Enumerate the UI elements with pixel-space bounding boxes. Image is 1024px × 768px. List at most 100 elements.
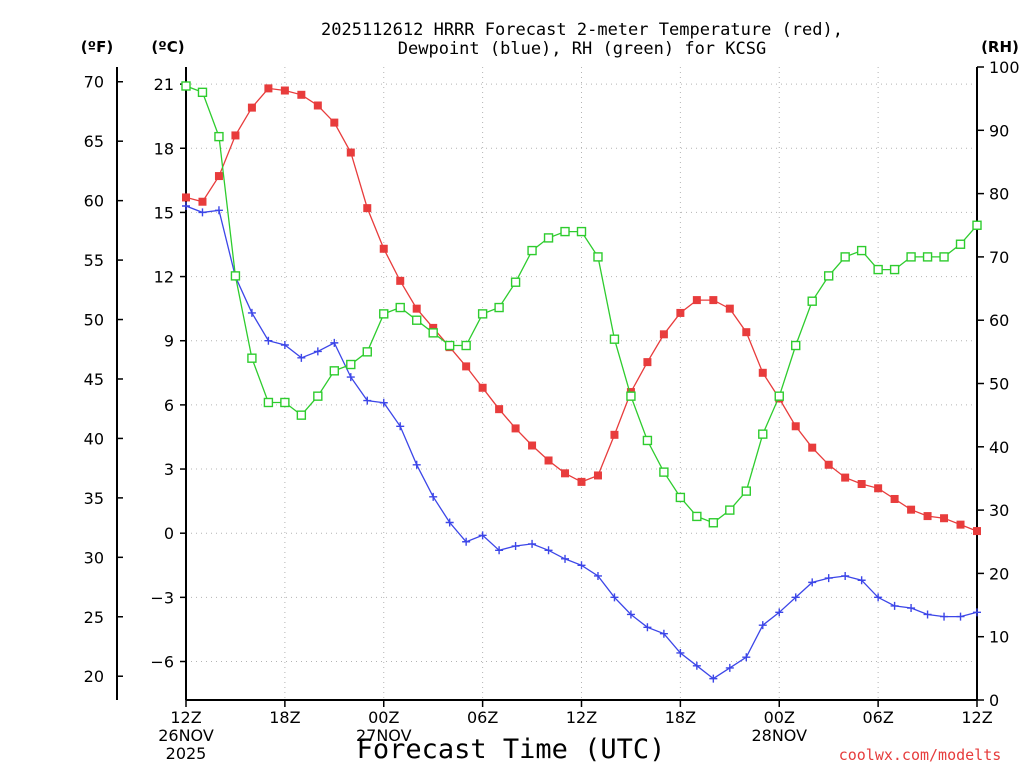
dewpoint-point	[544, 546, 553, 555]
fahrenheit-tick-label: 25	[84, 608, 104, 627]
temperature-point	[659, 330, 668, 339]
x-tick-label: 00Z	[764, 708, 795, 727]
temperature-point	[379, 244, 388, 253]
rh-point	[906, 252, 916, 262]
temperature-point	[643, 358, 652, 367]
celsius-tick-label: 6	[164, 396, 174, 415]
temperature-point	[511, 424, 520, 433]
celsius-tick-label: 0	[164, 524, 174, 543]
temperature-point	[214, 172, 223, 181]
rh-point	[527, 245, 537, 256]
rh-point	[395, 302, 405, 313]
rh-point	[560, 226, 570, 237]
dewpoint-point	[561, 554, 570, 563]
temperature-point	[264, 84, 273, 93]
celsius-tick-label: −3	[150, 588, 174, 607]
rh-point	[543, 233, 554, 243]
celsius-tick-label: 15	[154, 203, 174, 222]
temperature-point	[363, 204, 372, 213]
temperature-point	[198, 197, 207, 206]
temperature-point	[874, 484, 883, 493]
temperature-point	[412, 304, 421, 313]
rh-point	[296, 410, 307, 420]
temperature-point	[182, 193, 190, 202]
dewpoint-point	[247, 308, 256, 317]
dewpoint-point	[973, 608, 981, 617]
rh-point	[692, 511, 702, 522]
fahrenheit-tick-label: 20	[84, 667, 104, 686]
x-tick-label: 18Z	[665, 708, 696, 727]
x-tick-date-label: 27NOV	[356, 726, 412, 745]
dewpoint-point	[610, 593, 619, 602]
dewpoint-point	[841, 571, 850, 580]
x-tick-year-label: 2025	[166, 744, 207, 763]
temperature-point	[923, 512, 932, 521]
chart-title-line2: Dewpoint (blue), RH (green) for KCSG	[398, 39, 766, 59]
dewpoint-point	[643, 623, 652, 632]
dewpoint-point	[709, 674, 718, 683]
dewpoint-point	[379, 398, 388, 407]
celsius-unit-label: (ºC)	[151, 38, 184, 56]
rh-series	[181, 81, 982, 528]
dewpoint-point	[429, 492, 438, 501]
temperature-point	[593, 471, 602, 480]
dewpoint-point	[182, 202, 190, 211]
x-axis-title: Forecast Time (UTC)	[357, 734, 666, 765]
dewpoint-point	[956, 612, 965, 621]
rh-point	[922, 252, 933, 262]
temperature-point	[495, 405, 504, 414]
celsius-tick-label: 9	[164, 332, 174, 351]
temperature-point	[396, 276, 405, 285]
rh-point	[263, 397, 274, 408]
fahrenheit-tick-label: 50	[84, 311, 104, 330]
rh-point	[939, 252, 949, 262]
temperature-point	[725, 304, 734, 313]
rh-tick-label: 20	[989, 564, 1009, 583]
temperature-point	[610, 430, 619, 439]
fahrenheit-tick-label: 35	[84, 489, 104, 508]
temperature-point	[791, 422, 800, 431]
rh-point	[758, 429, 768, 439]
temperature-point	[561, 469, 570, 478]
temperature-point	[676, 308, 685, 317]
dewpoint-point	[890, 601, 899, 610]
grid	[186, 67, 977, 700]
dewpoint-point	[214, 206, 223, 215]
rh-tick-label: 40	[989, 438, 1009, 457]
fahrenheit-tick-label: 70	[84, 73, 104, 92]
temperature-point	[956, 520, 965, 529]
celsius-tick-label: 18	[154, 139, 174, 158]
temperature-point	[692, 296, 701, 305]
temperature-point	[857, 480, 866, 489]
fahrenheit-tick-label: 60	[84, 192, 104, 211]
rh-point	[197, 87, 208, 98]
temperature-point	[890, 494, 899, 503]
rh-tick-label: 50	[989, 375, 1009, 394]
series	[181, 81, 982, 683]
dewpoint-point	[363, 396, 372, 405]
rh-point	[214, 131, 224, 142]
dewpoint-point	[198, 208, 207, 217]
temperature-point	[462, 362, 471, 371]
temperature-point	[841, 473, 850, 482]
dewpoint-point	[346, 373, 355, 382]
chart-title-line1: 2025112612 HRRR Forecast 2-meter Tempera…	[321, 20, 843, 40]
temperature-point	[577, 477, 586, 486]
rh-point	[477, 309, 488, 319]
rh-point	[626, 391, 636, 401]
rh-point	[593, 252, 603, 262]
rh-point	[444, 340, 455, 351]
dewpoint-point	[907, 604, 916, 613]
credit-text: coolwx.com/modelts	[839, 746, 1002, 764]
rh-point	[741, 486, 751, 496]
fahrenheit-tick-label: 65	[84, 132, 104, 151]
rh-point	[313, 391, 323, 401]
celsius-tick-label: −6	[150, 653, 174, 672]
rh-tick-label: 80	[989, 185, 1009, 204]
rh-point	[823, 271, 834, 281]
dewpoint-point	[758, 621, 767, 630]
dewpoint-point	[577, 561, 586, 570]
dewpoint-point	[396, 422, 405, 431]
temperature-point	[758, 368, 767, 377]
rh-point	[972, 220, 982, 230]
